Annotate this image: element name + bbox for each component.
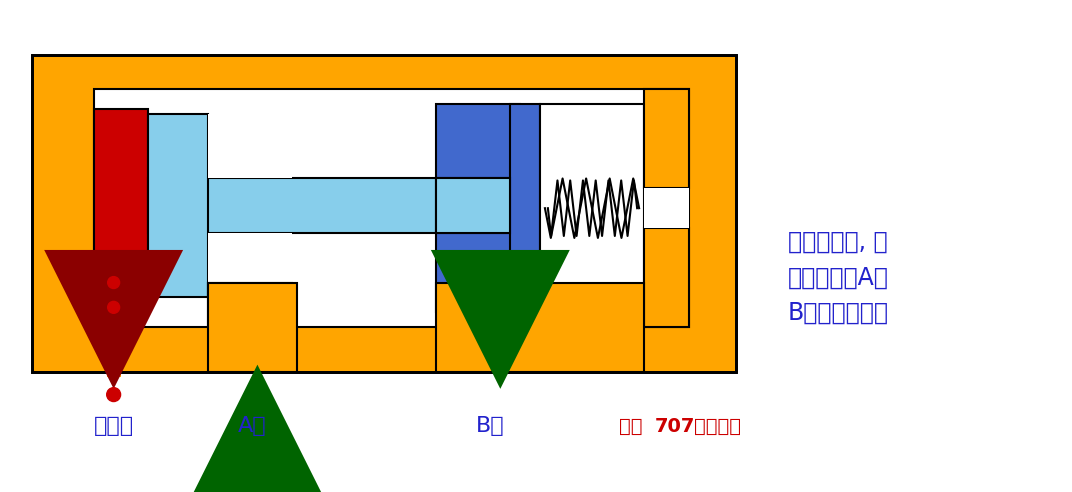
Bar [540, 104, 644, 312]
Text: 控制口: 控制口 [94, 416, 134, 436]
Bar [94, 89, 688, 327]
Bar [644, 188, 688, 228]
Text: 化工: 化工 [620, 417, 643, 436]
Bar [436, 104, 520, 179]
Bar [208, 282, 292, 327]
Text: A口: A口 [238, 416, 266, 436]
Bar [644, 228, 688, 327]
Bar [107, 327, 120, 377]
Circle shape [107, 302, 120, 313]
Bar [510, 104, 540, 312]
Bar [32, 55, 736, 372]
Bar [32, 55, 736, 372]
Bar [436, 233, 520, 312]
Text: B口: B口 [476, 416, 504, 436]
Text: 剪辑制作: 剪辑制作 [694, 417, 741, 436]
Bar [148, 114, 208, 298]
Circle shape [107, 277, 120, 288]
Bar [94, 109, 148, 292]
Bar [208, 114, 292, 179]
Bar [436, 282, 644, 372]
Bar [644, 89, 688, 188]
Bar [436, 179, 510, 233]
Bar [208, 233, 292, 298]
Bar [208, 282, 297, 372]
Text: 通控制油时, 顶
杆右移，则A，
B油口始终相通: 通控制油时, 顶 杆右移，则A， B油口始终相通 [788, 230, 889, 325]
Bar [148, 179, 436, 233]
Circle shape [107, 388, 120, 401]
Text: 707: 707 [655, 417, 696, 436]
